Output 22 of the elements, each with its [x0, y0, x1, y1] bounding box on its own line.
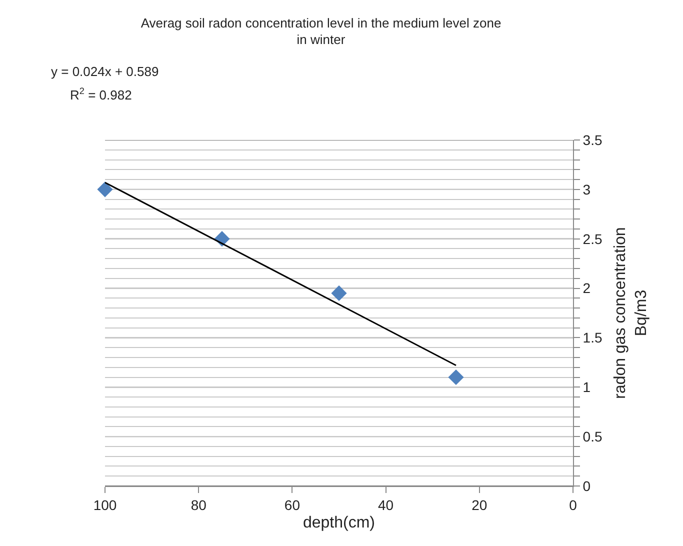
- x-tick-label: 100: [93, 496, 117, 513]
- chart-title: Averag soil radon concentration level in the medium level zone in winter: [140, 15, 502, 48]
- text: R$^{2}$ = 0.982: [70, 86, 132, 102]
- y-tick-label: 0: [582, 478, 591, 494]
- x-tick-label: 40: [378, 496, 394, 513]
- point: [331, 285, 347, 302]
- y-tick-label: 2: [582, 280, 591, 296]
- point: [448, 369, 464, 386]
- x-tick-label: 20: [472, 496, 488, 513]
- y-tick-label: 3.5: [582, 132, 602, 148]
- y-tick-label: 2.5: [582, 230, 602, 247]
- y-tick-label: 1: [582, 379, 591, 396]
- x-tick-label: 0: [569, 496, 578, 513]
- x-tick-label: 60: [284, 496, 300, 513]
- y-tick-label: 1.5: [582, 330, 602, 346]
- y-tick-label: 3: [582, 181, 591, 198]
- text: y = 0.024x + 0.589: [51, 64, 159, 79]
- y-axis-title: radon gas concentration Bq/m3: [612, 227, 650, 399]
- y-tick-label: 0.5: [582, 428, 602, 444]
- x-tick-label: 80: [190, 496, 207, 513]
- point: [97, 182, 113, 198]
- x-axis-title: depth(cm): [302, 514, 376, 532]
